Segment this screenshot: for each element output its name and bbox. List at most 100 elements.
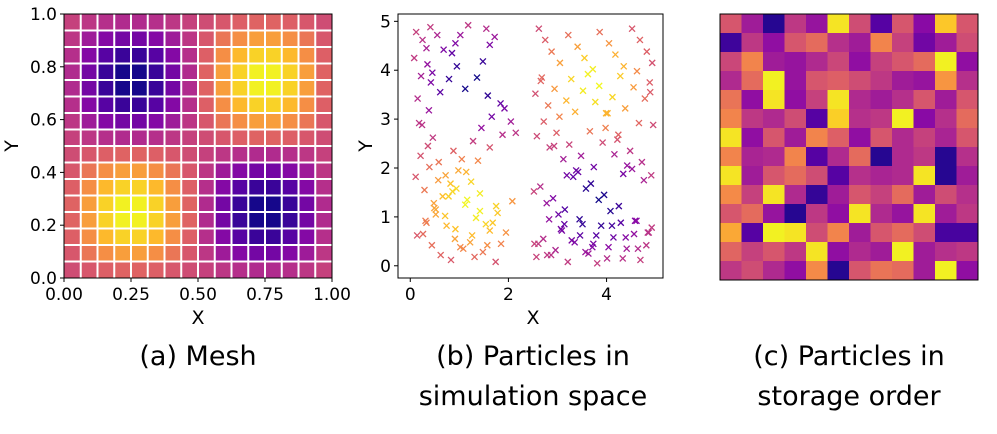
storage-cell (806, 90, 828, 110)
scatter-point (532, 253, 540, 261)
scatter-x-axis-label: X (526, 307, 539, 329)
mesh-cell (64, 96, 82, 114)
storage-cell (827, 33, 850, 53)
scatter-point (540, 118, 548, 126)
storage-cell (763, 147, 785, 167)
scatter-point (584, 70, 592, 78)
scatter-point (421, 186, 428, 194)
mesh-cell (265, 129, 283, 147)
scatter-point (635, 119, 643, 127)
scatter-point (569, 173, 577, 181)
mesh-cell (80, 80, 98, 97)
storage-cell (870, 33, 893, 53)
scatter-point (486, 41, 494, 49)
mesh-cell (181, 47, 199, 64)
mesh-cell (97, 212, 115, 229)
mesh-cell (231, 228, 249, 246)
scatter-point (501, 104, 508, 112)
scatter-point (451, 225, 459, 233)
scatter-point (537, 77, 545, 85)
storage-cell (913, 204, 936, 224)
storage-caption-line-2: storage order (757, 381, 941, 412)
mesh-cell (114, 179, 132, 196)
scatter-point (530, 188, 538, 195)
mesh-y-tick-label: 0.0 (30, 269, 57, 289)
storage-cell (935, 147, 957, 167)
scatter-point (549, 194, 557, 202)
storage-cell (913, 90, 936, 110)
storage-cell (741, 147, 764, 167)
mesh-cell (147, 195, 165, 213)
mesh-cell (164, 63, 182, 81)
scatter-point (435, 158, 443, 166)
scatter-point (445, 75, 453, 83)
storage-cell (956, 90, 979, 110)
storage-cell (849, 242, 871, 262)
mesh-cell (64, 245, 82, 262)
scatter-point (508, 197, 516, 205)
storage-cell (935, 223, 957, 243)
mesh-x-tick-label: 0.75 (246, 285, 284, 305)
scatter-y-ticks: 0 1 2 3 4 5 (380, 12, 398, 277)
mesh-cell (80, 146, 98, 163)
mesh-cell (248, 63, 266, 81)
scatter-point (423, 60, 431, 68)
scatter-point (582, 185, 590, 192)
mesh-cell (131, 146, 149, 163)
mesh-cell (248, 162, 266, 180)
mesh-cell (131, 80, 149, 97)
mesh-cell (281, 113, 299, 130)
mesh-cell (265, 47, 283, 64)
mesh-cell (181, 96, 199, 114)
storage-cell (870, 90, 893, 110)
scatter-point (429, 134, 437, 142)
scatter-point (636, 256, 644, 264)
mesh-y-tick-label: 0.6 (30, 111, 57, 131)
scatter-point (648, 59, 656, 67)
scatter-point (642, 241, 650, 249)
mesh-cell (315, 228, 333, 246)
mesh-cell (80, 96, 98, 114)
scatter-point (535, 25, 543, 33)
scatter-point (605, 243, 612, 251)
scatter-point (419, 36, 426, 44)
mesh-cell (181, 162, 199, 180)
scatter-point (471, 253, 479, 261)
mesh-cell (315, 129, 333, 147)
mesh-cell (114, 96, 132, 114)
storage-cell (784, 242, 807, 262)
storage-cell (849, 223, 871, 243)
scatter-point (567, 75, 575, 83)
storage-cell (784, 90, 807, 110)
scatter-point (456, 243, 464, 251)
mesh-cell (248, 228, 266, 246)
storage-cell (784, 204, 807, 224)
storage-cell (892, 90, 914, 110)
mesh-cell (248, 261, 266, 279)
mesh-cell (164, 228, 182, 246)
storage-cell (935, 185, 957, 205)
storage-cell (956, 109, 979, 129)
mesh-cell (97, 162, 115, 180)
mesh-cell (164, 129, 182, 147)
storage-cell (741, 185, 764, 205)
storage-cell (870, 166, 893, 186)
storage-cell (870, 223, 893, 243)
mesh-cell (248, 195, 266, 213)
storage-cell (741, 261, 764, 281)
mesh-cell (198, 179, 216, 196)
storage-cell (935, 242, 957, 262)
scatter-point (552, 246, 559, 254)
storage-cell (892, 128, 914, 148)
scatter-point (602, 109, 610, 117)
mesh-cell (214, 261, 232, 279)
storage-cell (741, 242, 764, 262)
scatter-point (556, 59, 564, 67)
scatter-point (461, 201, 469, 209)
storage-cell (935, 33, 957, 53)
storage-cell (935, 166, 957, 186)
scatter-point (472, 214, 480, 222)
scatter-point (568, 236, 576, 244)
scatter-point (533, 132, 541, 140)
mesh-cell (298, 212, 316, 229)
